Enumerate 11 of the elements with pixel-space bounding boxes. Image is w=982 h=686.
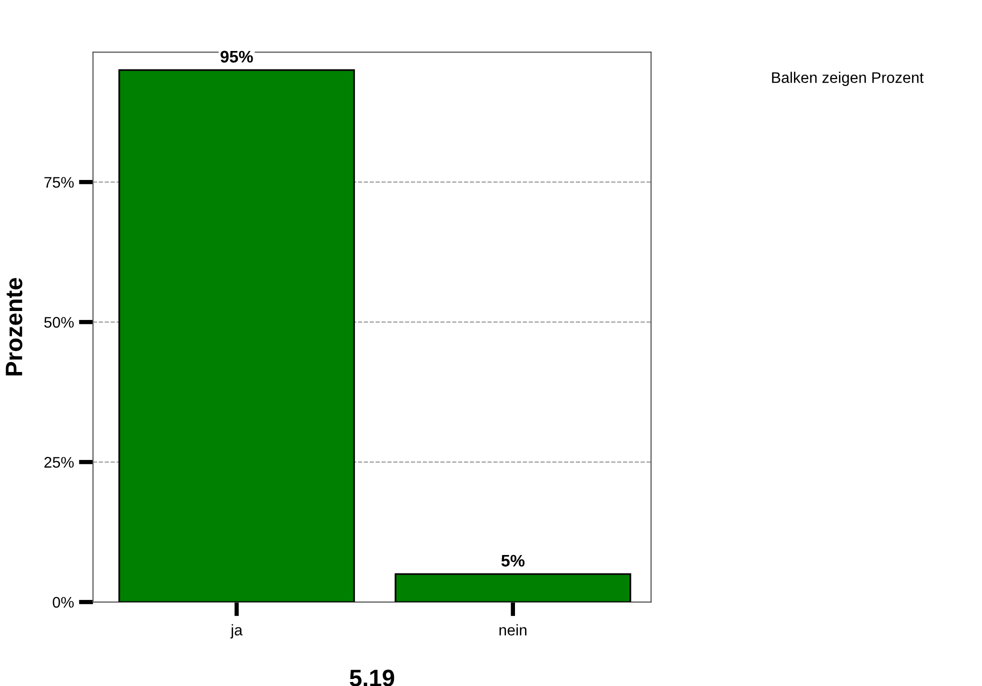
x-tick-label: ja bbox=[230, 624, 243, 638]
y-tick-label: 0% bbox=[52, 596, 74, 608]
y-tick-label: 25% bbox=[44, 456, 74, 468]
y-axis-title: Prozente bbox=[6, 278, 22, 376]
y-tick-label: 75% bbox=[44, 176, 74, 188]
data-label: 95% bbox=[220, 50, 253, 63]
y-tick-label: 50% bbox=[44, 316, 74, 328]
x-tick-label: nein bbox=[500, 624, 526, 636]
x-axis-title: 5.19 bbox=[350, 670, 394, 686]
text: Balken zeigen Prozent bbox=[772, 72, 924, 86]
data-label: 5% bbox=[501, 554, 525, 567]
